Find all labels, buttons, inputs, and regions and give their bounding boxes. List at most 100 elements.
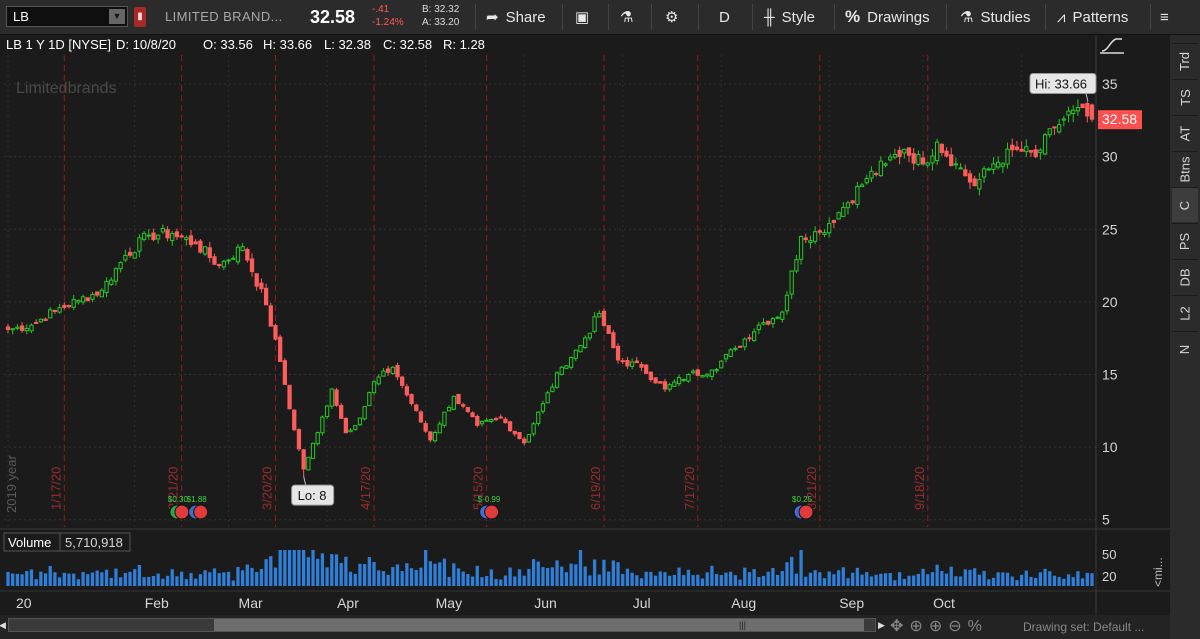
candle-body[interactable]	[76, 299, 81, 303]
volume-bar[interactable]	[1057, 576, 1061, 586]
volume-bar[interactable]	[719, 574, 723, 586]
candle-body[interactable]	[1005, 148, 1010, 165]
volume-bar[interactable]	[602, 559, 606, 586]
candle-body[interactable]	[1042, 134, 1048, 155]
candle-body[interactable]	[348, 429, 353, 433]
candle-body[interactable]	[362, 406, 367, 420]
candle-body[interactable]	[71, 299, 76, 308]
volume-bar[interactable]	[954, 576, 958, 586]
candle-body[interactable]	[803, 237, 808, 241]
flask-button[interactable]: ⚗	[620, 0, 640, 34]
candle-body[interactable]	[146, 234, 151, 237]
candle-body[interactable]	[512, 430, 517, 435]
volume-bar[interactable]	[447, 576, 451, 586]
candle-body[interactable]	[892, 154, 898, 158]
candle-body[interactable]	[935, 141, 940, 162]
candle-body[interactable]	[658, 381, 663, 384]
volume-bar[interactable]	[1076, 571, 1080, 586]
candle-body[interactable]	[827, 223, 832, 234]
candle-body[interactable]	[52, 309, 58, 312]
volume-bar[interactable]	[883, 573, 888, 586]
volume-bar[interactable]	[142, 577, 146, 586]
candle-body[interactable]	[329, 388, 334, 407]
volume-bar[interactable]	[302, 550, 306, 586]
volume-bar[interactable]	[189, 573, 193, 586]
volume-bar[interactable]	[761, 575, 766, 586]
studies-button[interactable]: ⚗ Studies	[960, 0, 1031, 34]
drawings-button[interactable]: % Drawings	[845, 0, 930, 34]
earnings-icon[interactable]	[193, 504, 209, 520]
candle-body[interactable]	[874, 173, 879, 176]
candle-body[interactable]	[202, 246, 208, 255]
candle-body[interactable]	[686, 374, 691, 382]
candle-body[interactable]	[287, 384, 292, 410]
candle-body[interactable]	[597, 313, 602, 318]
volume-bar[interactable]	[250, 567, 254, 586]
volume-bar[interactable]	[424, 550, 428, 586]
volume-bar[interactable]	[57, 577, 62, 586]
candle-body[interactable]	[784, 294, 790, 312]
candle-body[interactable]	[902, 148, 907, 154]
candle-body[interactable]	[1071, 109, 1076, 115]
candle-body[interactable]	[479, 420, 485, 425]
panel-tab-n[interactable]: N	[1172, 331, 1198, 366]
volume-bar[interactable]	[353, 573, 357, 586]
candle-body[interactable]	[681, 378, 686, 381]
volume-bar[interactable]	[470, 576, 475, 586]
panel-tab-db[interactable]: DB	[1172, 259, 1198, 294]
candle-body[interactable]	[404, 386, 410, 396]
volume-bar[interactable]	[1038, 572, 1043, 586]
volume-bar[interactable]	[1019, 574, 1024, 586]
candle-body[interactable]	[221, 260, 226, 268]
volume-bar[interactable]	[358, 563, 362, 586]
candle-body[interactable]	[601, 310, 607, 327]
candle-body[interactable]	[794, 259, 799, 272]
volume-bar[interactable]	[6, 571, 10, 586]
candle-body[interactable]	[367, 392, 372, 407]
volume-bar[interactable]	[53, 572, 57, 586]
volume-bar[interactable]	[100, 572, 104, 586]
candle-body[interactable]	[991, 163, 996, 171]
candle-body[interactable]	[578, 344, 583, 353]
candle-body[interactable]	[80, 296, 86, 303]
volume-bar[interactable]	[283, 550, 287, 586]
volume-bar[interactable]	[264, 559, 268, 586]
chart-scrollbar[interactable]: |||	[8, 618, 876, 632]
volume-bar[interactable]	[663, 572, 667, 586]
volume-bar[interactable]	[668, 575, 672, 586]
volume-bar[interactable]	[255, 572, 259, 586]
volume-bar[interactable]	[780, 570, 784, 586]
volume-bar[interactable]	[245, 564, 249, 586]
volume-bar[interactable]	[72, 573, 76, 586]
candle-body[interactable]	[296, 429, 302, 450]
volume-bar[interactable]	[653, 575, 658, 586]
volume-bar[interactable]	[729, 571, 733, 586]
candle-body[interactable]	[817, 230, 822, 233]
volume-bar[interactable]	[278, 550, 282, 586]
volume-bar[interactable]	[11, 573, 15, 586]
panel-tab-trd[interactable]: Trd	[1172, 43, 1198, 78]
volume-bar[interactable]	[386, 574, 390, 586]
volume-bar[interactable]	[48, 565, 52, 586]
volume-bar[interactable]	[480, 577, 484, 586]
candle-body[interactable]	[235, 246, 241, 263]
scrollbar-thumb[interactable]: |||	[214, 619, 864, 631]
volume-bar[interactable]	[658, 571, 662, 586]
candle-body[interactable]	[306, 456, 311, 471]
candle-body[interactable]	[428, 431, 433, 441]
candle-body[interactable]	[1066, 110, 1071, 116]
volume-bar[interactable]	[818, 572, 822, 586]
volume-bar[interactable]	[517, 569, 522, 586]
candle-body[interactable]	[165, 229, 170, 239]
volume-bar[interactable]	[508, 567, 512, 586]
candle-body[interactable]	[48, 309, 53, 319]
candle-body[interactable]	[249, 258, 255, 273]
candle-body[interactable]	[648, 371, 654, 381]
volume-bar[interactable]	[1029, 576, 1033, 586]
candle-body[interactable]	[292, 409, 297, 431]
candle-body[interactable]	[385, 368, 391, 373]
candle-body[interactable]	[109, 279, 114, 285]
candle-body[interactable]	[475, 415, 480, 426]
volume-bar[interactable]	[672, 574, 676, 586]
candle-body[interactable]	[920, 157, 926, 165]
